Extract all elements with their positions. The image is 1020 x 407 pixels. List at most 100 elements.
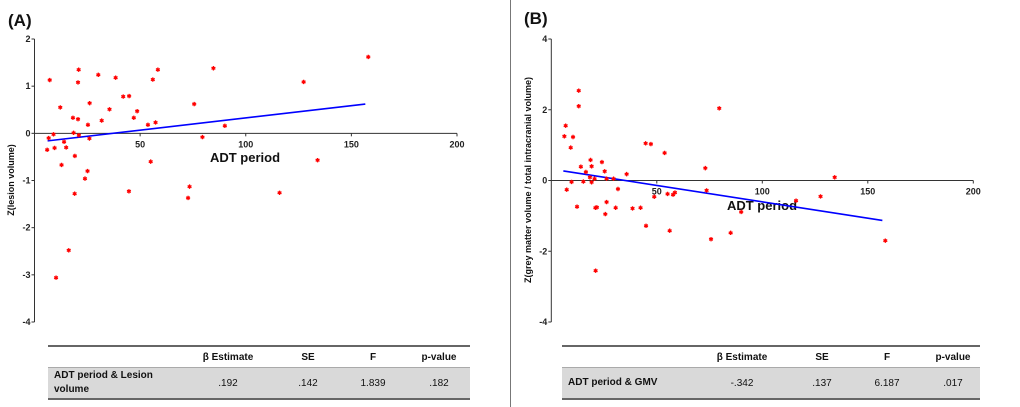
data-point [72,191,77,196]
data-point [99,118,104,123]
data-point [717,106,722,111]
data-point [126,93,132,99]
data-point [581,179,586,184]
data-point [883,238,888,243]
data-point [578,164,584,169]
data-point [131,115,137,120]
data-point [708,237,714,242]
data-point [187,184,192,189]
data-point [70,115,76,120]
data-point [75,80,81,85]
header-f: F [883,351,891,363]
row-label: ADT period & GMV [568,377,658,388]
data-point [277,190,282,195]
y-tick-label: 2 [25,34,30,44]
data-point [63,145,69,150]
regression-line [563,170,883,222]
data-point [148,159,153,164]
y-tick-label: -4 [22,317,30,327]
data-point [82,176,88,181]
data-point [738,209,744,215]
data-point [728,230,733,236]
data-point [624,171,629,177]
data-point [315,158,320,163]
y-tick-label: -4 [539,317,547,327]
data-point [76,133,82,138]
table-header-row: β Estimate SE F p-value [562,347,980,368]
y-axis-label: Z(lesion volume) [6,144,16,216]
data-point [662,150,667,156]
table-row: ADT period & Lesion volume .192 .142 1.8… [48,368,470,398]
header-se: SE [815,351,829,363]
data-point [150,77,156,82]
y-tick-label: -2 [539,246,547,256]
data-point [113,75,118,80]
cell-se: .142 [298,377,318,389]
data-point [52,145,57,151]
table-header-row: β Estimate SE F p-value [48,347,470,368]
y-tick-label: 4 [542,34,547,44]
data-point [793,198,799,203]
table-row: ADT period & GMV -.342 .137 6.187 .017 [562,368,980,398]
data-point [588,157,593,163]
data-point [589,180,594,185]
data-point [643,141,648,146]
cell-f: 6.187 [874,377,900,389]
data-point [85,168,90,174]
x-tick-label: 200 [449,139,464,149]
data-point [638,205,643,210]
y-tick-label: -2 [22,223,30,233]
data-point [652,194,657,199]
data-point [76,67,81,72]
header-p: p-value [421,351,457,363]
data-point [61,139,67,145]
data-point [53,275,59,280]
data-point [570,134,576,140]
data-point [569,179,574,185]
panel-label: (A) [8,11,32,30]
y-tick-label: 1 [25,81,30,91]
data-point [576,104,581,109]
data-point [818,194,823,199]
data-point [301,79,306,85]
data-point [85,122,91,128]
x-axis-label: ADT period [210,150,280,165]
data-point [704,188,709,193]
data-point [366,54,371,60]
data-point [648,141,654,147]
y-tick-label: -1 [22,176,30,186]
data-point [592,176,597,181]
data-point [58,105,63,110]
data-point [594,205,600,210]
cell-beta: .192 [218,377,238,389]
regression-line [47,103,366,142]
data-point [72,153,78,159]
data-point [604,176,609,181]
y-tick-label: 2 [542,105,547,115]
x-tick-label: 100 [755,187,770,197]
data-point [593,268,598,273]
y-axis-label: Z(grey matter volume / total intracrania… [523,77,533,283]
y-tick-label: -3 [22,270,30,280]
data-point [672,190,678,195]
y-tick-label: 0 [542,176,547,186]
data-point [200,134,205,140]
cell-f: 1.839 [360,377,386,389]
data-point [562,134,567,139]
data-point [611,176,616,181]
data-point [71,130,76,136]
stats-table-b: β Estimate SE F p-value ADT period & GMV… [562,345,980,400]
data-point [59,162,64,168]
data-point [665,191,670,197]
x-axis-label: ADT period [727,198,797,213]
data-point [96,72,101,78]
data-point [87,136,92,141]
data-point [589,164,594,169]
data-point [603,211,608,217]
data-point [153,120,158,125]
data-point [832,175,837,180]
data-point [75,116,81,122]
header-beta: β Estimate [716,351,768,363]
data-point [44,147,50,153]
